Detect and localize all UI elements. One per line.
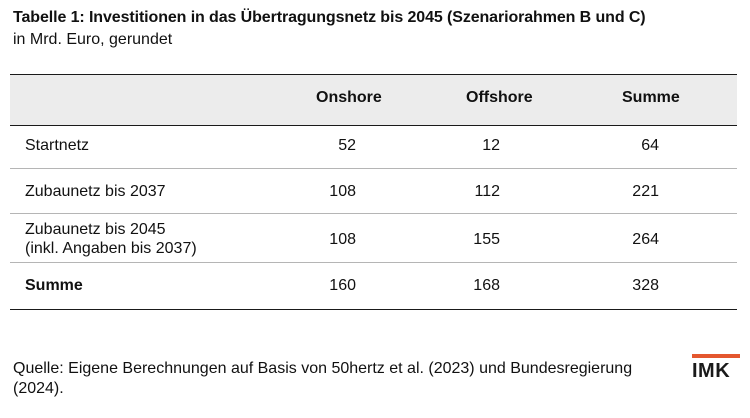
column-header-offshore: Offshore (466, 89, 533, 106)
source-note: Quelle: Eigene Berechnungen auf Basis vo… (13, 360, 633, 397)
row-label-zubaunetz-2045-note: (inkl. Angaben bis 2037) (25, 240, 197, 257)
logo-text: IMK (692, 360, 731, 382)
cell-startnetz-summe: 64 (641, 137, 659, 154)
cell-startnetz-onshore: 52 (338, 137, 356, 154)
cell-summe-summe: 328 (632, 277, 659, 294)
table-header (10, 75, 737, 125)
cell-summe-offshore: 168 (473, 277, 500, 294)
bottom-rule (10, 309, 737, 310)
imk-logo: IMK (692, 354, 740, 383)
cell-summe-onshore: 160 (329, 277, 356, 294)
cell-zubaunetz-2037-onshore: 108 (329, 183, 356, 200)
row-divider (10, 262, 737, 263)
logo-accent-bar (692, 354, 740, 358)
cell-zubaunetz-2037-offshore: 112 (474, 183, 500, 200)
row-divider (10, 213, 737, 214)
table-subtitle: in Mrd. Euro, gerundet (13, 31, 173, 48)
table-title: Tabelle 1: Investitionen in das Übertrag… (13, 9, 646, 26)
top-rule (10, 74, 737, 75)
cell-zubaunetz-2045-onshore: 108 (329, 231, 356, 248)
cell-zubaunetz-2037-summe: 221 (632, 183, 659, 200)
row-label-zubaunetz-2037: Zubaunetz bis 2037 (25, 183, 166, 200)
row-label-zubaunetz-2045: Zubaunetz bis 2045 (25, 221, 166, 238)
cell-zubaunetz-2045-offshore: 155 (473, 231, 500, 248)
column-header-summe: Summe (622, 89, 680, 106)
cell-startnetz-offshore: 12 (482, 137, 500, 154)
row-label-summe: Summe (25, 277, 83, 294)
column-header-onshore: Onshore (316, 89, 382, 106)
row-divider (10, 168, 737, 169)
header-rule (10, 125, 737, 126)
cell-zubaunetz-2045-summe: 264 (632, 231, 659, 248)
row-label-startnetz: Startnetz (25, 137, 90, 154)
